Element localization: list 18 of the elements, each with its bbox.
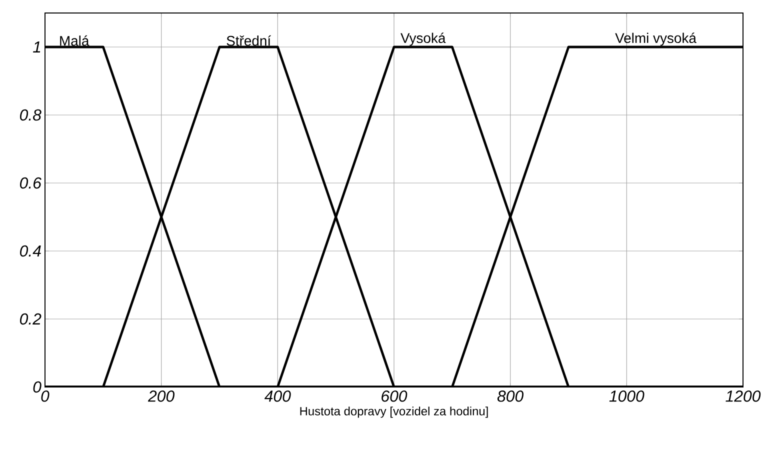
series-label: Velmi vysoká [615,32,696,46]
x-tick-label: 600 [382,390,408,402]
series-label: Malá [60,35,90,46]
y-tick-label: 1 [33,42,40,52]
x-axis-title: Hustota dopravy [vozidel za hodinu] [300,406,488,418]
x-tick-label: 400 [264,390,291,402]
x-tick-label: 800 [497,390,524,402]
y-tick-label: 0 [33,381,42,393]
x-tick-label: 1000 [609,390,644,402]
x-tick-label: 200 [148,390,174,402]
y-tick-label: 0.2 [20,313,42,325]
series-label: Střední [226,35,271,46]
y-tick-label: 0.8 [20,109,42,121]
y-tick-label: 0.6 [20,177,42,189]
y-tick-label: 0.4 [20,245,41,257]
x-tick-label: 1200 [726,390,761,402]
series-label: Vysoká [400,32,446,46]
x-tick-label: 0 [41,390,50,402]
